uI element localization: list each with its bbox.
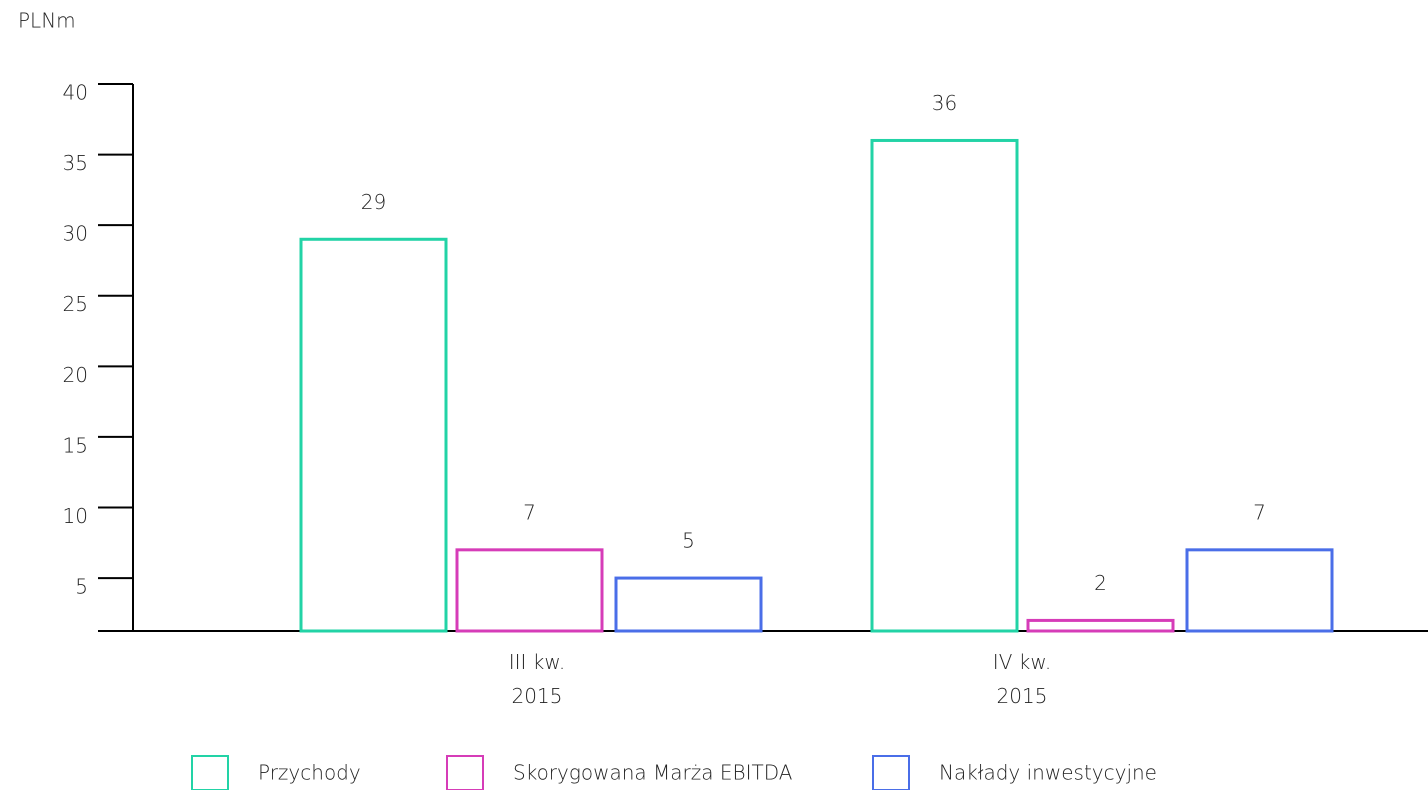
bar [299, 237, 448, 633]
data-label: 7 [1253, 500, 1266, 524]
x-tick-label: IV kw. 2015 [992, 650, 1052, 708]
data-label: 29 [361, 190, 386, 214]
bar [455, 548, 604, 633]
legend-swatch [446, 755, 484, 790]
y-tick-label: 10 [63, 504, 88, 528]
legend-label: Przychody [258, 761, 361, 785]
y-tick-label: 5 [75, 575, 88, 599]
legend-label: Skorygowana Marża EBITDA [513, 761, 793, 785]
data-label: 7 [523, 500, 536, 524]
data-label: 5 [682, 529, 695, 553]
data-label: 2 [1094, 571, 1107, 595]
bar [614, 576, 763, 633]
bar [870, 138, 1019, 633]
y-tick-label: 30 [63, 222, 88, 246]
legend-swatch [191, 755, 229, 790]
legend-swatch [872, 755, 910, 790]
y-axis-label: PLNm [18, 9, 76, 33]
legend-label: Nakłady inwestycyjne [939, 761, 1157, 785]
y-tick-label: 35 [63, 151, 88, 175]
x-tick-label: III kw. 2015 [508, 650, 566, 708]
y-tick-label: 15 [63, 433, 88, 457]
y-tick-label: 40 [63, 81, 88, 105]
bar [1185, 548, 1334, 633]
y-tick-label: 25 [63, 292, 88, 316]
data-label: 36 [932, 91, 957, 115]
bar [1026, 618, 1175, 633]
y-tick-label: 20 [63, 363, 88, 387]
